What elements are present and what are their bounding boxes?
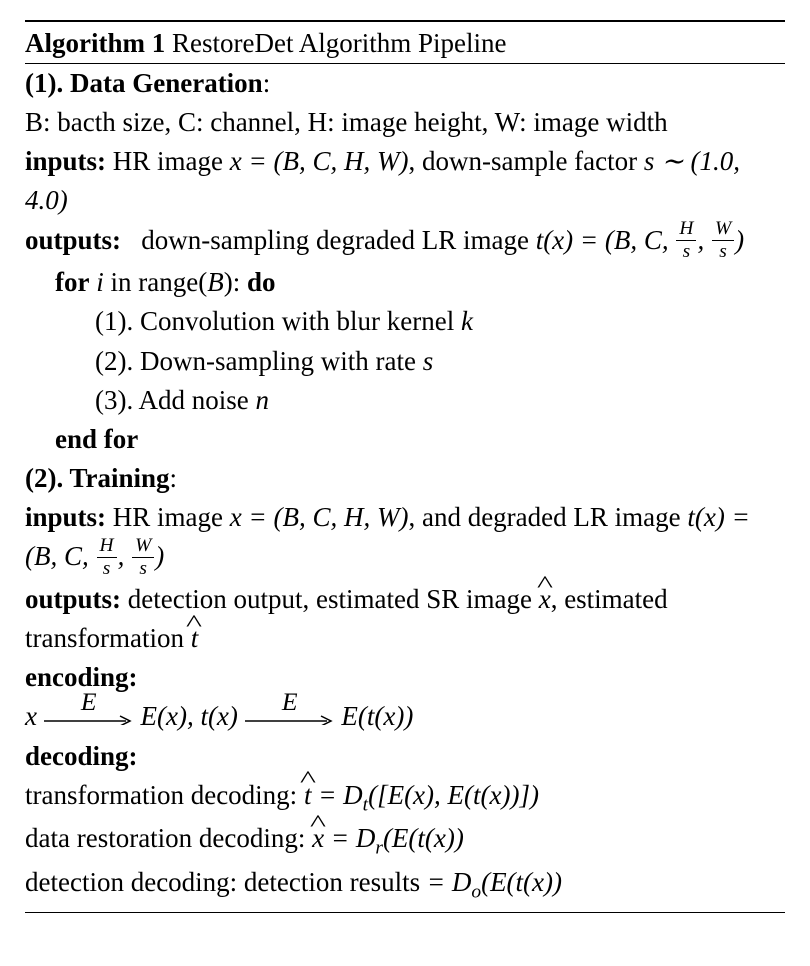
t-hat: t [191, 619, 199, 658]
bchw-desc: B: bacth size, C: channel, H: image heig… [25, 103, 785, 142]
arrow-E-1: E [44, 697, 134, 724]
step3: (3). Add noise n [25, 381, 785, 420]
step2: (2). Down-sampling with rate s [25, 342, 785, 381]
section1-header: (1). Data Generation: [25, 64, 785, 103]
encoding-label: encoding: [25, 658, 785, 697]
step1: (1). Convolution with blur kernel k [25, 302, 785, 341]
section2-header: (2). Training: [25, 459, 785, 498]
x-hat: x [539, 580, 551, 619]
title-rest: RestoreDet Algorithm Pipeline [165, 28, 506, 58]
frac-W-s-2: Ws [132, 536, 154, 578]
decoding-1: transformation decoding: t = Dt([E(x), E… [25, 776, 785, 820]
section1-outputs: outputs: down-sampling degraded LR image… [25, 221, 785, 264]
endfor: end for [25, 420, 785, 459]
title-prefix: Algorithm 1 [25, 28, 165, 58]
frac-H-s: Hs [676, 219, 696, 261]
arrow-E-2: E [245, 697, 335, 724]
frac-H-s-2: Hs [97, 536, 117, 578]
algorithm-box: Algorithm 1 RestoreDet Algorithm Pipelin… [0, 0, 810, 933]
for-line: for i in range(B): do [25, 263, 785, 302]
decoding-2: data restoration decoding: x = Dr(E(t(x)… [25, 819, 785, 863]
frac-W-s: Ws [712, 219, 734, 261]
section1-inputs: inputs: HR image x = (B, C, H, W), down-… [25, 142, 785, 220]
decoding-label: decoding: [25, 737, 785, 776]
decoding-3: detection decoding: detection results = … [25, 863, 785, 907]
encoding-line: x E E(x), t(x) E E(t(x)) [25, 697, 785, 736]
section2-outputs: outputs: detection output, estimated SR … [25, 580, 785, 658]
bottom-rule [25, 912, 785, 913]
section2-inputs: inputs: HR image x = (B, C, H, W), and d… [25, 498, 785, 580]
algorithm-title: Algorithm 1 RestoreDet Algorithm Pipelin… [25, 22, 785, 63]
